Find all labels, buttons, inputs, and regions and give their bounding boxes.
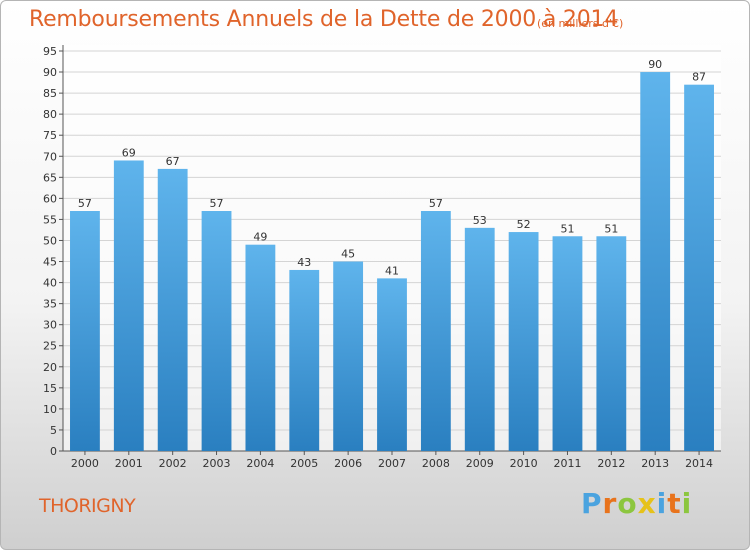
y-tick-label: 70	[43, 150, 57, 163]
data-label-2003: 57	[210, 197, 224, 210]
bar-2014	[684, 84, 714, 452]
y-tick-label: 90	[43, 66, 57, 79]
data-label-2001: 69	[122, 146, 136, 159]
logo-letter: o	[617, 487, 638, 520]
logo-letter: t	[667, 487, 682, 520]
bar-2002	[157, 168, 188, 452]
data-label-2009: 53	[473, 214, 487, 227]
y-tick-label: 95	[43, 45, 57, 58]
x-tick-label-2008: 2008	[422, 457, 450, 470]
data-label-2002: 67	[166, 155, 180, 168]
bar-2004	[245, 244, 276, 451]
data-label-2007: 41	[385, 264, 399, 277]
bar-2007	[377, 278, 407, 451]
y-tick-label: 85	[43, 87, 57, 100]
y-tick-label: 15	[43, 382, 57, 395]
y-tick-label: 35	[43, 298, 57, 311]
data-label-2011: 51	[560, 222, 574, 235]
logo-letter: i	[656, 487, 668, 520]
data-label-2008: 57	[429, 197, 443, 210]
x-tick-label-2009: 2009	[466, 457, 494, 470]
y-tick-label: 45	[43, 256, 57, 269]
y-tick-label: 10	[43, 403, 57, 416]
bar-2001	[113, 160, 144, 451]
y-tick-label: 60	[43, 192, 57, 205]
x-tick-label-2013: 2013	[641, 457, 669, 470]
x-tick-label-2012: 2012	[597, 457, 625, 470]
bar-2006	[333, 261, 364, 451]
data-label-2010: 52	[517, 218, 531, 231]
y-tick-label: 65	[43, 171, 57, 184]
x-tick-label-2014: 2014	[685, 457, 713, 470]
proxiti-logo: Proxiti	[581, 487, 692, 520]
x-tick-label-2010: 2010	[510, 457, 538, 470]
data-label-2006: 45	[341, 248, 355, 261]
y-tick-label: 0	[50, 445, 57, 458]
bar-2011	[552, 236, 583, 451]
bar-2009	[464, 227, 495, 451]
x-tick-label-2011: 2011	[553, 457, 581, 470]
data-label-2012: 51	[604, 222, 618, 235]
y-tick-label: 40	[43, 277, 57, 290]
logo-letter: P	[581, 487, 603, 520]
y-tick-label: 30	[43, 319, 57, 332]
x-tick-label-2006: 2006	[334, 457, 362, 470]
bar-2005	[289, 269, 320, 451]
bar-2010	[508, 232, 539, 451]
x-tick-label-2002: 2002	[159, 457, 187, 470]
logo-letter: x	[637, 487, 657, 520]
y-tick-label: 5	[50, 424, 57, 437]
data-label-2014: 87	[692, 71, 706, 84]
bar-2003	[201, 211, 232, 451]
x-tick-label-2001: 2001	[115, 457, 143, 470]
x-tick-label-2005: 2005	[290, 457, 318, 470]
data-label-2004: 49	[253, 231, 267, 244]
logo-letter: r	[602, 487, 618, 520]
x-tick-label-2000: 2000	[71, 457, 99, 470]
x-tick-label-2007: 2007	[378, 457, 406, 470]
data-label-2000: 57	[78, 197, 92, 210]
y-tick-label: 50	[43, 234, 57, 247]
logo-letter: i	[681, 487, 693, 520]
x-tick-label-2003: 2003	[203, 457, 231, 470]
chart-subtitle: (en milliers d'€)	[537, 17, 624, 30]
commune-label: THORIGNY	[39, 495, 136, 517]
bar-2013	[640, 72, 671, 451]
y-tick-label: 25	[43, 340, 57, 353]
y-tick-label: 75	[43, 129, 57, 142]
bar-2008	[420, 211, 451, 451]
data-label-2013: 90	[648, 58, 662, 71]
x-tick-label-2004: 2004	[246, 457, 274, 470]
chart-title: Remboursements Annuels de la Dette de 20…	[29, 7, 619, 32]
y-tick-label: 55	[43, 213, 57, 226]
bar-2000	[70, 211, 100, 451]
bar-2012	[596, 236, 627, 451]
data-label-2005: 43	[297, 256, 311, 269]
y-tick-label: 20	[43, 361, 57, 374]
y-tick-label: 80	[43, 108, 57, 121]
